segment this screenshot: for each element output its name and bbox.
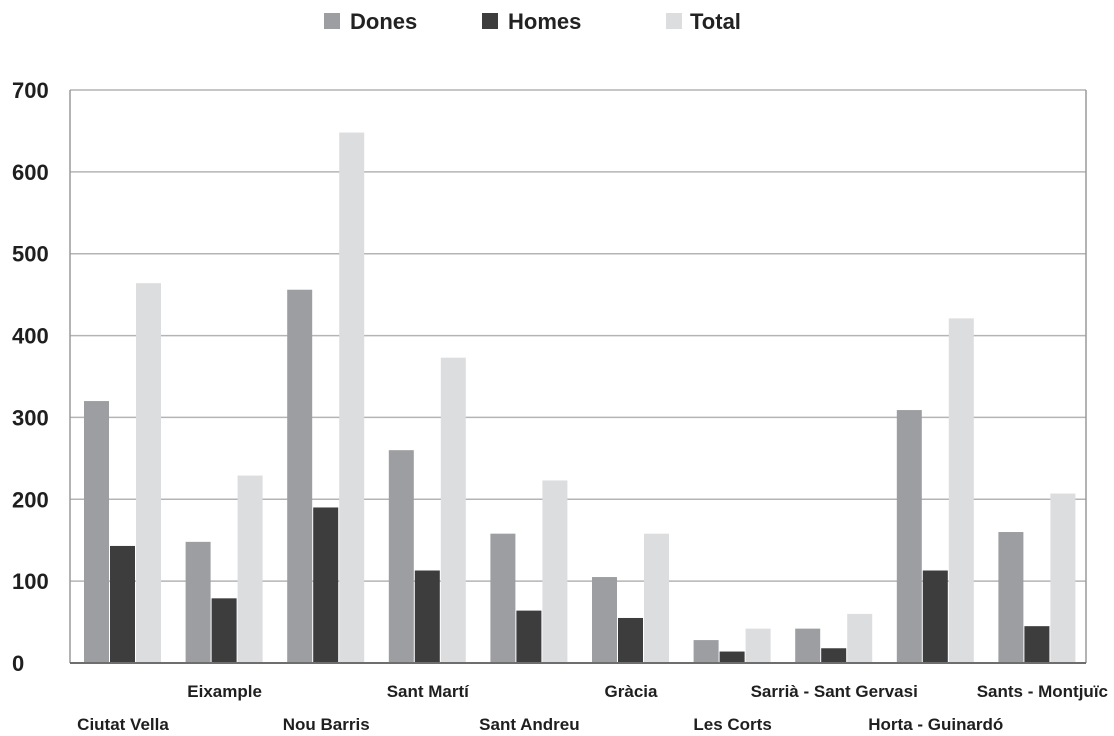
- bar-dones: [998, 532, 1024, 663]
- x-category-label: Horta - Guinardó: [868, 715, 1003, 734]
- legend-swatch-total: [666, 13, 682, 29]
- y-tick-label: 600: [12, 160, 49, 185]
- bar-dones: [84, 401, 109, 663]
- bar-dones: [388, 450, 414, 663]
- y-tick-label: 500: [12, 242, 49, 267]
- x-axis: Ciutat Vella Eixample Nou Barris Sant Martí…: [77, 682, 1108, 734]
- bar-homes: [922, 570, 948, 663]
- bar-dones: [795, 628, 821, 663]
- y-tick-label: 100: [12, 569, 49, 594]
- bar-homes: [1024, 626, 1050, 663]
- bar-total: [237, 475, 263, 663]
- legend-swatch-homes: [482, 13, 498, 29]
- bar-total: [644, 533, 669, 663]
- legend-label-total: Total: [690, 9, 741, 34]
- bar-total: [1050, 493, 1076, 663]
- bar-homes: [719, 651, 745, 663]
- bar-dones: [287, 289, 313, 663]
- bar-homes: [110, 545, 135, 663]
- legend-swatch-dones: [324, 13, 340, 29]
- legend-label-dones: Dones: [350, 9, 417, 34]
- legend-label-homes: Homes: [508, 9, 581, 34]
- x-category-label: Sarrià - Sant Gervasi: [751, 682, 918, 701]
- bar-dones: [592, 577, 617, 663]
- bar-total: [440, 357, 466, 663]
- x-category-label: Sants - Montjuïc: [977, 682, 1108, 701]
- bar-total: [339, 132, 365, 663]
- bar-total: [542, 480, 568, 663]
- bar-homes: [821, 648, 847, 663]
- y-tick-label: 200: [12, 487, 49, 512]
- bar-total: [948, 318, 974, 663]
- bar-dones: [185, 541, 211, 663]
- y-tick-label: 700: [12, 78, 49, 103]
- bar-total: [745, 628, 771, 663]
- y-tick-label: 400: [12, 324, 49, 349]
- x-category-label: Les Corts: [693, 715, 771, 734]
- x-category-label: Sant Martí: [387, 682, 470, 701]
- bar-total: [847, 613, 873, 663]
- bar-dones: [896, 410, 922, 663]
- y-tick-label: 0: [12, 651, 24, 676]
- bar-total: [136, 283, 161, 663]
- bar-homes: [516, 610, 542, 663]
- x-category-label: Sant Andreu: [479, 715, 579, 734]
- bars: [84, 132, 1076, 663]
- x-category-label: Nou Barris: [283, 715, 370, 734]
- bar-dones: [490, 533, 516, 663]
- x-category-label: Eixample: [187, 682, 262, 701]
- x-category-label: Gràcia: [605, 682, 658, 701]
- bar-homes: [211, 598, 237, 663]
- bar-dones: [693, 640, 719, 663]
- y-tick-label: 300: [12, 405, 49, 430]
- bar-homes: [313, 507, 339, 663]
- bar-homes: [618, 617, 643, 663]
- legend: Dones Homes Total: [324, 9, 741, 34]
- y-axis: 0 100 200 300 400 500 600 700: [12, 78, 49, 676]
- bar-homes: [414, 570, 440, 663]
- x-category-label: Ciutat Vella: [77, 715, 169, 734]
